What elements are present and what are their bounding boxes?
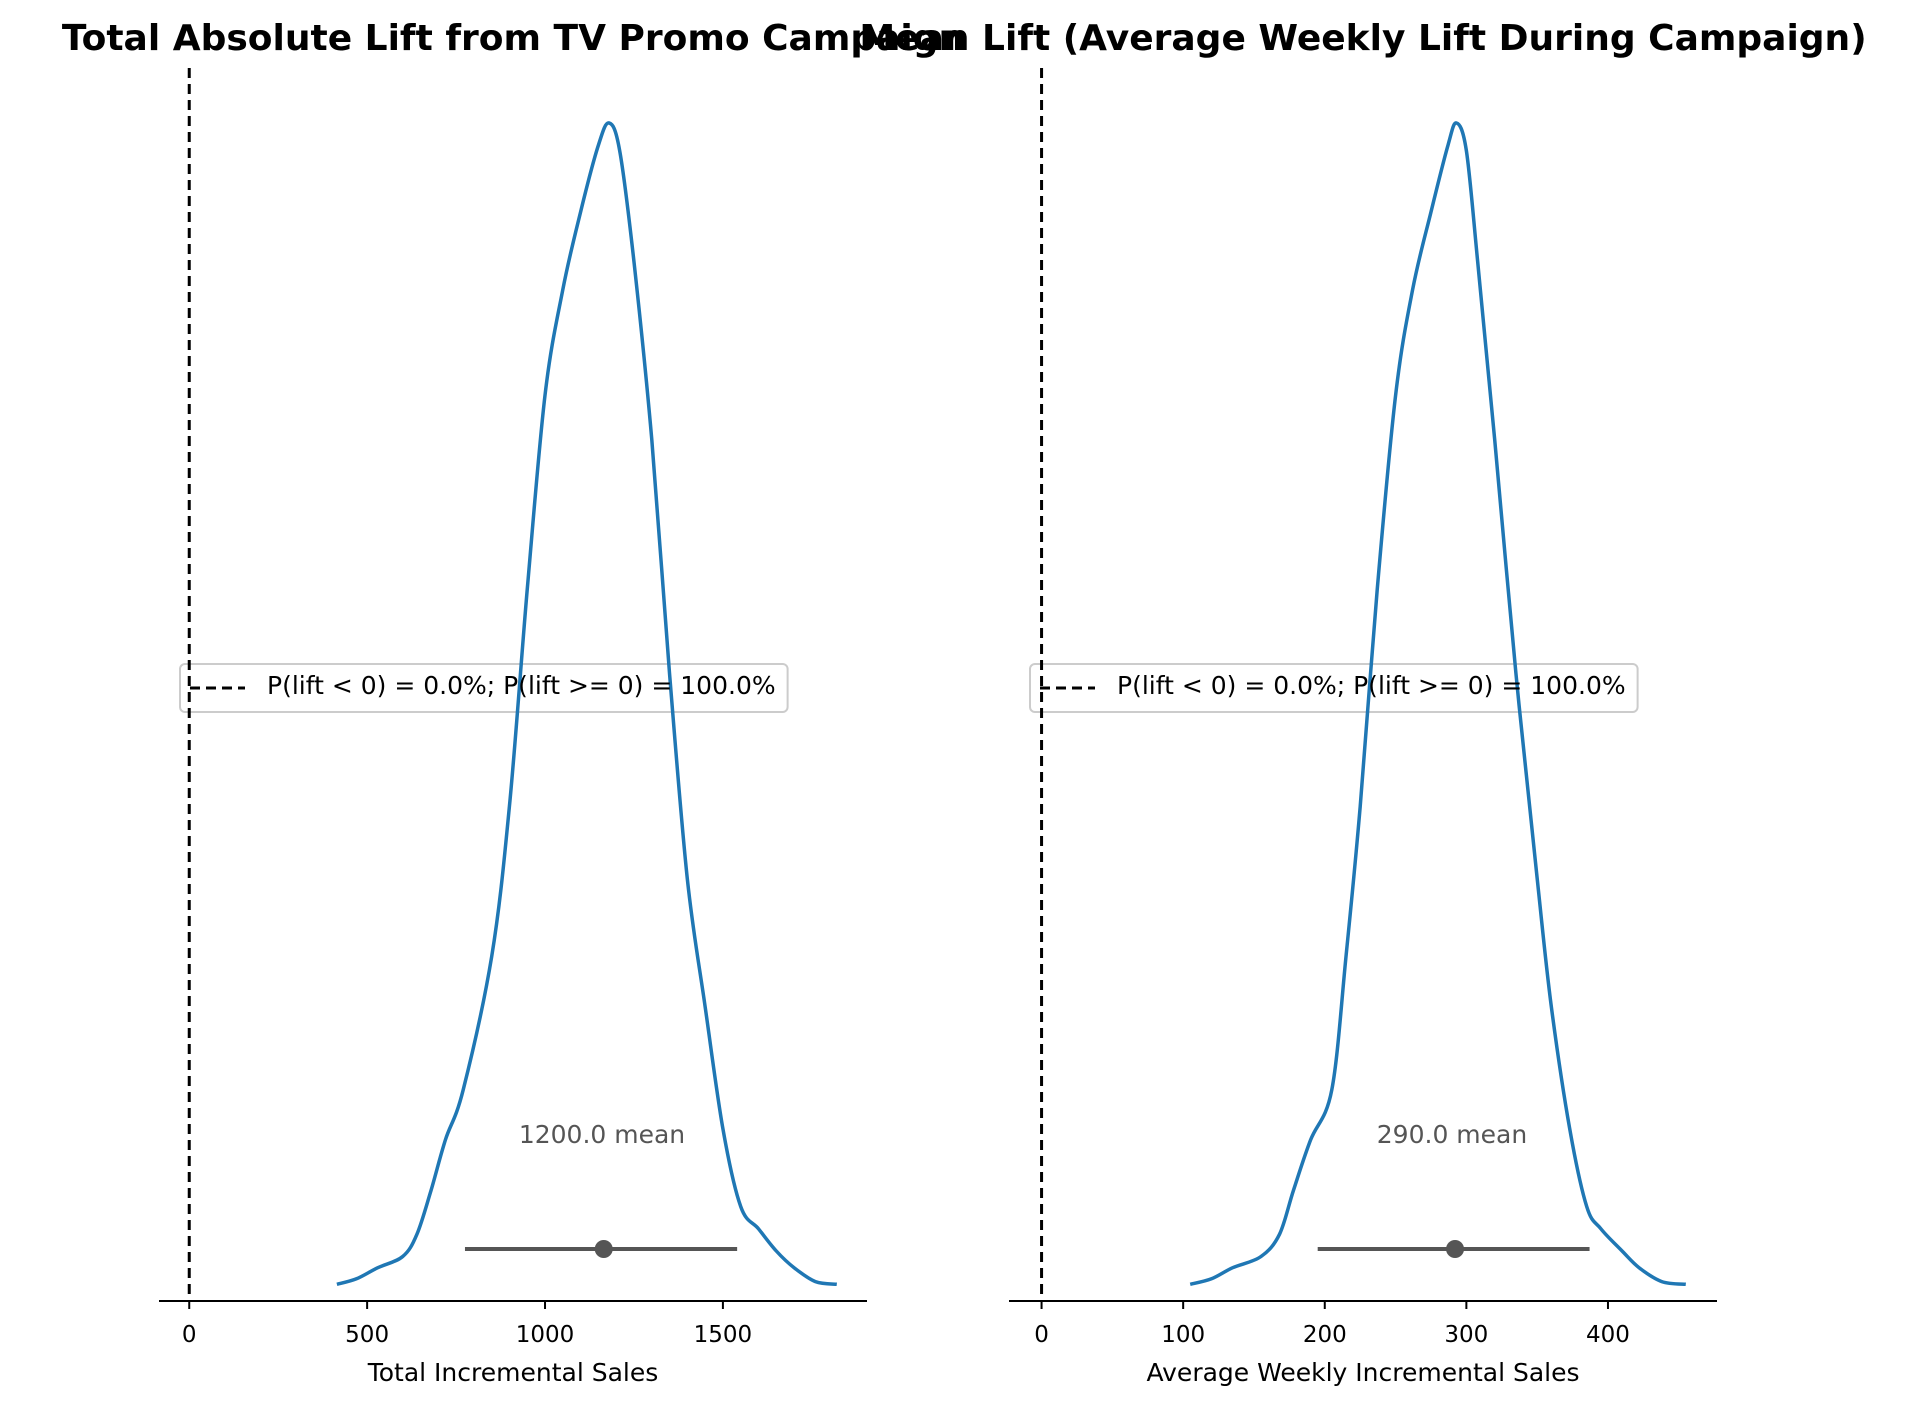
x-tick-label: 300 <box>1444 1322 1488 1348</box>
x-axis-label: Average Weekly Incremental Sales <box>1147 1358 1580 1387</box>
x-axis-label: Total Incremental Sales <box>367 1358 659 1387</box>
x-tick-label: 500 <box>345 1322 389 1348</box>
x-tick-label: 1000 <box>516 1322 575 1348</box>
x-tick-label: 0 <box>1034 1322 1049 1348</box>
legend-label: P(lift < 0) = 0.0%; P(lift >= 0) = 100.0… <box>267 671 776 700</box>
legend-box <box>1029 663 1639 713</box>
legend-box <box>179 663 789 713</box>
chart-title: Total Absolute Lift from TV Promo Campai… <box>62 18 964 59</box>
chart-title: Mean Lift (Average Weekly Lift During Ca… <box>859 18 1866 59</box>
panel-total-absolute-lift: Total Absolute Lift from TV Promo Campai… <box>62 18 964 1387</box>
point-estimate-marker <box>1446 1240 1465 1258</box>
density-curve <box>1189 121 1686 1287</box>
x-tick-label: 0 <box>182 1322 197 1348</box>
mean-annotation: 1200.0 mean <box>519 1120 685 1149</box>
x-tick-label: 100 <box>1161 1322 1205 1348</box>
mean-annotation: 290.0 mean <box>1377 1120 1527 1149</box>
legend-label: P(lift < 0) = 0.0%; P(lift >= 0) = 100.0… <box>1117 671 1626 700</box>
x-tick-label: 1500 <box>694 1322 753 1348</box>
x-tick-label: 200 <box>1303 1322 1347 1348</box>
density-curve <box>336 121 837 1287</box>
x-tick-label: 400 <box>1586 1322 1630 1348</box>
panel-mean-lift: Mean Lift (Average Weekly Lift During Ca… <box>859 18 1866 1387</box>
point-estimate-marker <box>594 1240 613 1258</box>
